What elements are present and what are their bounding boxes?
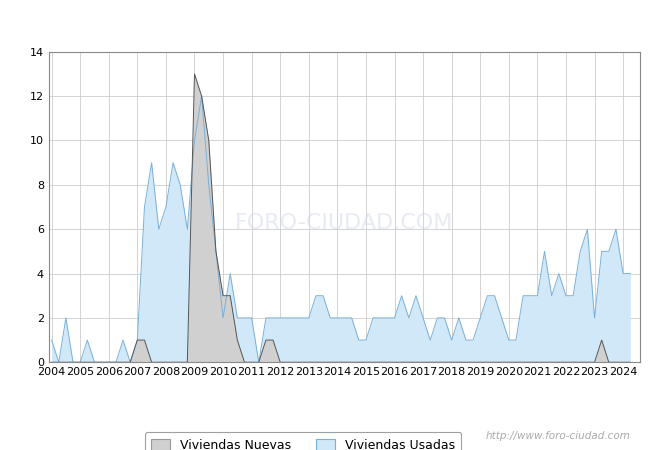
Text: http://www.foro-ciudad.com: http://www.foro-ciudad.com — [486, 431, 630, 441]
Text: FORO-CIUDAD.COM: FORO-CIUDAD.COM — [235, 212, 454, 233]
Legend: Viviendas Nuevas, Viviendas Usadas: Viviendas Nuevas, Viviendas Usadas — [145, 432, 462, 450]
Text: Añora - Evolucion del Nº de Transacciones Inmobiliarias: Añora - Evolucion del Nº de Transaccione… — [121, 16, 529, 31]
